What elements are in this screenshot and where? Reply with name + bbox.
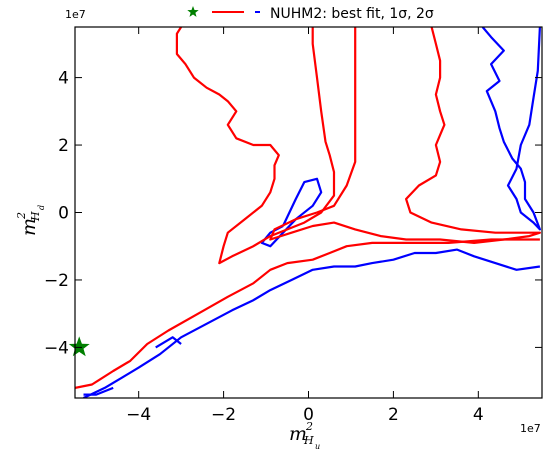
x-offset-label: 1e7 [520,422,541,435]
plot-frame [74,26,543,399]
two-sigma-contour-0 [83,248,541,398]
x-tick-label: 2 [388,405,399,425]
two-sigma-contour-2 [481,27,542,231]
two-sigma-contour-4 [155,336,182,349]
x-tick-label: 0 [303,405,314,425]
x-tick-label: 4 [473,405,484,425]
y-offset-label: 1e7 [65,8,86,21]
one-sigma-contour-0 [75,238,540,389]
y-tick-label: 2 [58,136,69,156]
x-label-sub: H [303,434,314,447]
y-tick-label: 4 [58,69,69,89]
x-label-base: m [289,423,307,445]
two-sigma-contour-3 [83,386,114,396]
y-label-subsub: d [37,205,46,210]
legend: NUHM2: best fit, 1σ, 2σ [187,6,434,22]
x-axis-label: m 2 H u [289,420,320,451]
contours [75,27,542,398]
x-label-sup: 2 [305,420,313,433]
one-sigma-contour-1 [175,27,336,265]
y-label-sub: H [29,211,42,222]
y-label-base: m [18,218,40,236]
y-axis-label: m 2 H d [15,205,46,236]
best-fit-star [68,336,90,357]
y-label-sup: 2 [15,212,28,220]
legend-text: NUHM2: best fit, 1σ, 2σ [270,6,434,22]
x-tick-label: −2 [211,405,236,425]
x-tick-label: −4 [126,405,151,425]
one-sigma-contour-2 [269,27,542,244]
legend-best-fit-star [187,6,199,17]
x-label-subsub: u [315,442,320,451]
plot-area: −4 −2 0 2 4 −4 −2 0 2 4 [44,26,543,425]
y-tick-label: −4 [44,338,69,358]
y-tick-label: −2 [44,271,69,291]
y-tick-label: 0 [58,204,69,224]
svg-text:m: m [289,423,307,445]
